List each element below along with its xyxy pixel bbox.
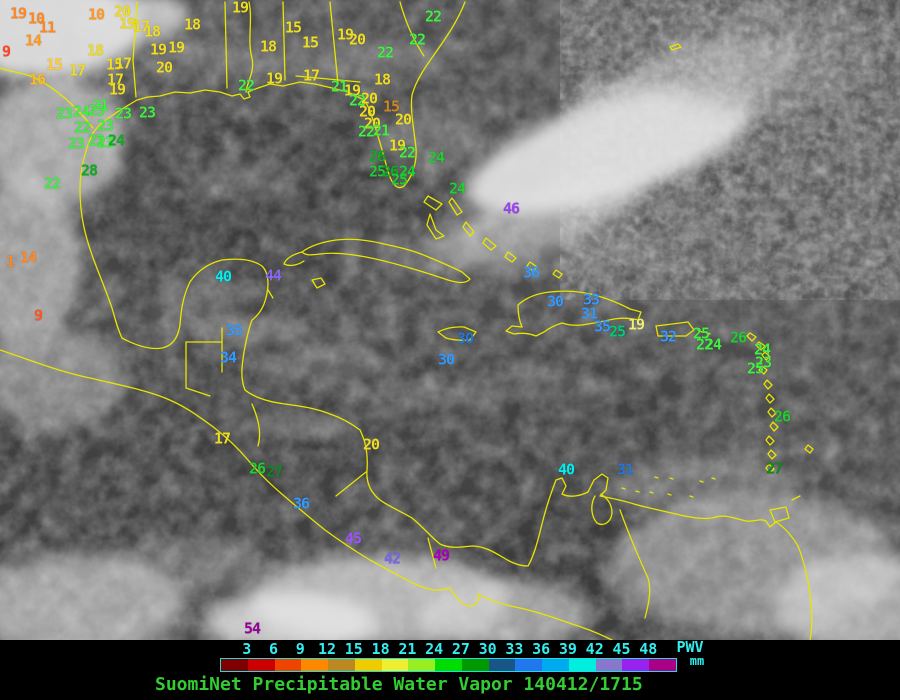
- abc-islands: [621, 476, 716, 498]
- bahamas: [426, 213, 445, 240]
- bahamas: [462, 221, 475, 237]
- antilles-chain: [697, 329, 814, 474]
- colorbar-tick-label: 42: [585, 640, 604, 658]
- state-border: [329, 1, 339, 85]
- colorbar-segment: [381, 659, 409, 671]
- puerto-rico: [655, 321, 695, 337]
- cozumel: [267, 289, 274, 299]
- colorbar: [220, 658, 677, 672]
- colorbar-tick-label: 18: [371, 640, 390, 658]
- colorbar-segment: [542, 659, 569, 671]
- satellite-map: 19 10 11 14 9 15 16 17 18 15 17 17 19 10 20 19 17 18 19 19 1…: [0, 0, 900, 640]
- nicaragua-border: [335, 471, 367, 497]
- colorbar-tick-label: 45: [612, 640, 631, 658]
- bahamas: [423, 195, 443, 211]
- trinidad: [769, 495, 801, 523]
- colorbar-segment: [247, 659, 275, 671]
- guatemala-border: [185, 341, 223, 397]
- colorbar-segment: [221, 659, 248, 671]
- coastline-pacific: [0, 349, 613, 640]
- venezuela-border: [619, 509, 651, 619]
- colorbar-segment: [435, 659, 462, 671]
- colorbar-segment: [649, 659, 677, 671]
- mississippi-river: [245, 1, 254, 93]
- colorbar-segment: [354, 659, 382, 671]
- satellite-imagery: [0, 0, 900, 640]
- legend-panel: 3 6 9 12 15 18 21 24 27 30 33 36 39 42 45 48 PWV mm Suo…: [0, 640, 900, 700]
- colorbar-segment: [568, 659, 596, 671]
- colorbar-tick-label: 30: [478, 640, 497, 658]
- bahamas: [448, 197, 463, 216]
- bahamas: [552, 269, 563, 279]
- state-border: [224, 1, 228, 89]
- state-border: [399, 1, 425, 57]
- coastline-south-america: [527, 473, 813, 640]
- colorbar-segment: [408, 659, 436, 671]
- colorbar-tick-label: 24: [425, 640, 444, 658]
- bahamas: [526, 261, 538, 272]
- colorbar-title: PWV: [676, 638, 704, 656]
- colorbar-segment: [328, 659, 355, 671]
- colorbar-tick-label: 3: [242, 640, 252, 658]
- state-border: [132, 1, 138, 98]
- colorbar-segment: [461, 659, 489, 671]
- colorbar-tick-label: 21: [398, 640, 417, 658]
- product-title: SuomiNet Precipitable Water Vapor 140412…: [155, 674, 643, 695]
- state-border: [282, 1, 286, 81]
- colorbar-segment: [488, 659, 516, 671]
- panama-border: [427, 537, 437, 569]
- colorbar-segment: [274, 659, 302, 671]
- cuba-west-tip: [283, 251, 305, 267]
- colorbar-segment: [622, 659, 650, 671]
- maracaibo-lake: [591, 493, 613, 526]
- colorbar-segment: [301, 659, 329, 671]
- colorbar-unit: mm: [689, 654, 705, 668]
- colorbar-tick-label: 6: [269, 640, 279, 658]
- colorbar-tick-label: 48: [639, 640, 658, 658]
- colorbar-segment: [595, 659, 623, 671]
- colorbar-tick-label: 9: [295, 640, 305, 658]
- cuba: [301, 238, 471, 284]
- colorbar-tick-label: 27: [451, 640, 470, 658]
- rio-grande-border: [0, 67, 94, 129]
- bermuda: [669, 43, 682, 51]
- hispaniola: [505, 290, 642, 337]
- state-border: [295, 75, 361, 83]
- bahamas: [504, 251, 517, 263]
- colorbar-segment: [515, 659, 543, 671]
- colorbar-tick-label: 15: [344, 640, 363, 658]
- isla-juventud: [311, 277, 326, 289]
- coastline-north-america: [79, 1, 529, 567]
- colorbar-tick-label: 33: [505, 640, 524, 658]
- bahamas: [482, 237, 497, 251]
- colorbar-tick-label: 12: [318, 640, 337, 658]
- jamaica: [437, 326, 477, 341]
- colorbar-ticks: 3 6 9 12 15 18 21 24 27 30 33 36 39 42 45 48: [220, 641, 675, 657]
- colorbar-tick-label: 36: [532, 640, 551, 658]
- colorbar-tick-label: 39: [558, 640, 577, 658]
- honduras-border: [251, 403, 261, 447]
